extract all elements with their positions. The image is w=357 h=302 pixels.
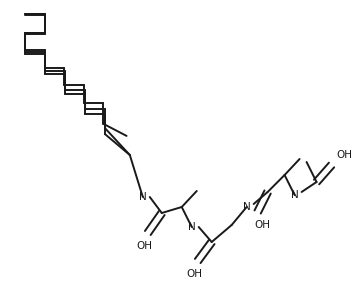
Text: OH: OH	[337, 150, 352, 160]
Text: N: N	[243, 202, 251, 212]
Text: N: N	[188, 222, 196, 232]
Text: OH: OH	[255, 220, 271, 230]
Text: OH: OH	[137, 241, 153, 251]
Text: OH: OH	[187, 269, 203, 279]
Text: N: N	[139, 192, 147, 202]
Text: N: N	[291, 190, 298, 200]
